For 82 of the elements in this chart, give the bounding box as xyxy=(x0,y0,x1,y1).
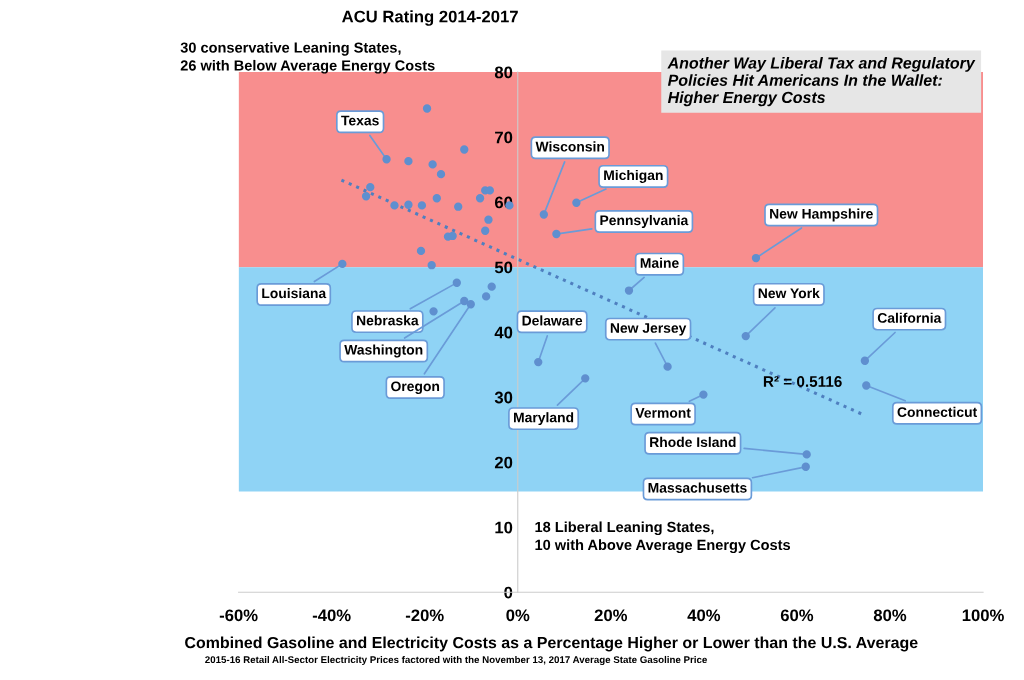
x-tick-label: -60% xyxy=(219,609,258,622)
annotation: Massachusetts xyxy=(648,482,747,493)
annotation: Michigan xyxy=(604,169,663,183)
point xyxy=(534,357,543,367)
point xyxy=(487,282,496,291)
x-tick-label: 40% xyxy=(687,609,721,622)
point xyxy=(432,194,441,203)
point xyxy=(429,307,438,316)
point xyxy=(338,259,347,269)
x-tick-label: 20% xyxy=(594,609,628,622)
y-tick-label: 20 xyxy=(494,456,513,469)
annotation: Delaware xyxy=(522,315,583,326)
annotation: Oregon xyxy=(391,381,440,395)
annotation: Rhode Island xyxy=(650,436,736,448)
x-tick-label: -40% xyxy=(312,609,351,622)
point xyxy=(663,362,672,371)
point xyxy=(741,331,750,341)
annotation: New Hampshire xyxy=(770,208,873,222)
y-tick-label: 50 xyxy=(494,261,513,274)
chart-title: ACU Rating 2014-2017 xyxy=(342,10,518,26)
annotation: Nebraska xyxy=(357,315,419,326)
annotation: Connecticut xyxy=(897,406,978,418)
point xyxy=(390,201,399,210)
point xyxy=(454,202,463,211)
y-tick-label: 30 xyxy=(494,391,513,404)
point xyxy=(552,229,561,239)
point xyxy=(416,246,426,256)
text: 2015-16 Retail All-Sector Electricity Prices factored with the November 13, 2017 Average State Gasoline Price xyxy=(205,655,707,666)
x-tick-label: 60% xyxy=(780,609,814,622)
x-tick-label: 80% xyxy=(873,609,907,622)
point xyxy=(427,261,436,270)
annotation: Vermont xyxy=(635,408,691,418)
point xyxy=(466,300,475,309)
annotation: Another Way Liberal Tax and Regulatory Policies Hit Americans In the Wallet: Higher Energy Costs xyxy=(667,56,976,107)
y-tick-label: 0 xyxy=(504,586,513,599)
point xyxy=(624,286,634,295)
annotation: Maine xyxy=(640,257,679,268)
point xyxy=(436,170,446,179)
point xyxy=(475,194,485,203)
point xyxy=(572,198,581,207)
point xyxy=(460,145,469,154)
x-tick-label: 100% xyxy=(962,609,1004,622)
annotation: California xyxy=(877,312,942,323)
annotation: 18 Liberal Leaning States, 10 with Above Average Energy Costs xyxy=(535,521,791,553)
y-tick-label: 40 xyxy=(494,326,513,339)
point xyxy=(417,201,427,210)
point xyxy=(382,155,391,164)
point xyxy=(422,104,432,113)
annotation: Washington xyxy=(344,344,423,358)
point xyxy=(862,381,871,390)
point xyxy=(484,215,493,224)
point xyxy=(802,450,811,459)
point xyxy=(481,292,491,301)
point xyxy=(860,356,870,365)
annotation: Pennsylvania xyxy=(600,215,689,228)
annotation: R² = 0.5116 xyxy=(763,376,842,387)
point xyxy=(481,226,490,235)
point xyxy=(452,278,461,287)
annotation: New York xyxy=(758,287,820,299)
y-tick-label: 10 xyxy=(495,521,513,534)
point xyxy=(361,192,371,201)
point xyxy=(404,200,413,209)
point xyxy=(581,374,590,383)
y-tick-label: 70 xyxy=(495,131,513,144)
annotation: Texas xyxy=(341,115,379,126)
annotation: Louisiana xyxy=(262,287,327,299)
point xyxy=(460,296,469,306)
x-axis-title: Combined Gasoline and Electricity Costs as a Percentage Higher or Lower than the U.S. Average xyxy=(185,636,918,652)
x-tick-label: 0% xyxy=(506,609,530,622)
point xyxy=(428,160,437,169)
point xyxy=(699,390,708,399)
annotation: New Jersey xyxy=(610,323,687,336)
annotation: 30 conservative Leaning States, 26 with Below Average Energy Costs xyxy=(180,42,435,74)
x-tick-label: -20% xyxy=(405,609,444,622)
annotation: Wisconsin xyxy=(535,141,605,152)
point xyxy=(539,210,548,219)
y-tick-label: 80 xyxy=(494,66,513,79)
point xyxy=(801,462,810,471)
annotation: Maryland xyxy=(514,412,574,426)
point xyxy=(404,157,413,166)
point xyxy=(751,253,761,263)
point xyxy=(366,183,375,192)
